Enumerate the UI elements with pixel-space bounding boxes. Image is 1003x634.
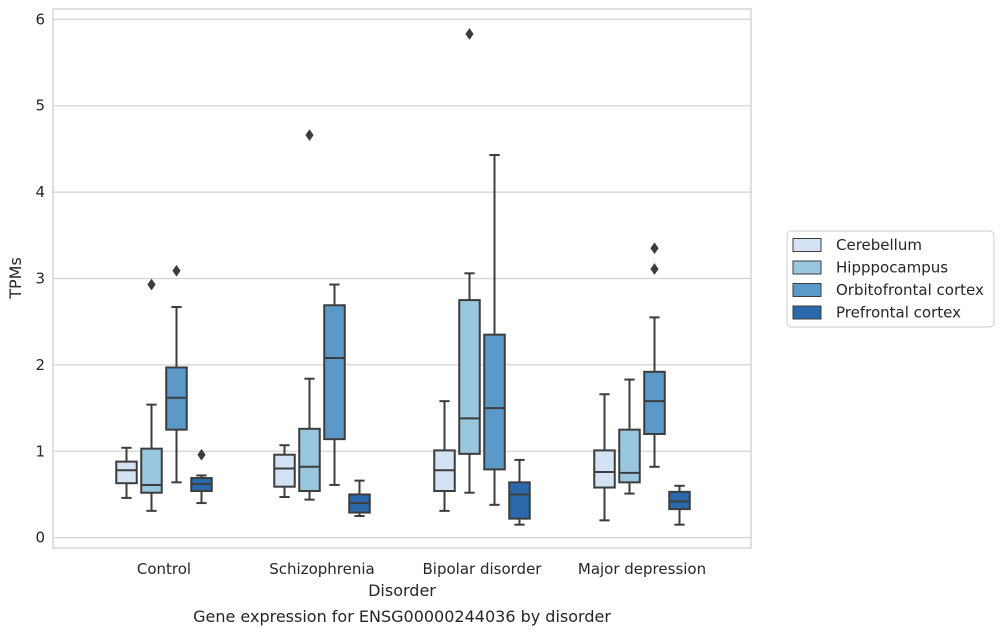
legend: Cerebellum Hipppocampus Orbitofrontal cort… (786, 230, 995, 328)
legend-swatch (792, 260, 822, 275)
x-tick-label: Major depression (578, 560, 706, 578)
box-orbitofrontal-cortex-0 (165, 264, 188, 484)
box-hipppocampus-1 (298, 129, 321, 501)
grid-lines (53, 18, 751, 539)
legend-swatch (792, 283, 822, 297)
legend-label: Prefrontal cortex (836, 304, 961, 322)
box-prefrontal-cortex-0 (190, 448, 213, 505)
outlier-point (147, 278, 156, 291)
legend-label: Hipppocampus (836, 259, 948, 277)
outlier-point (197, 448, 206, 461)
outlier-point (305, 129, 314, 141)
box-prefrontal-cortex-2 (508, 458, 531, 526)
chart-caption: Gene expression for ENSG00000244036 by d… (193, 607, 611, 626)
y-tick-label: 4 (35, 183, 45, 201)
box-iqr (140, 447, 163, 494)
box-orbitofrontal-cortex-2 (483, 153, 506, 506)
box-iqr (618, 428, 641, 484)
box-cerebellum-0 (115, 446, 138, 499)
x-tick-label: Schizophrenia (269, 560, 374, 578)
box-iqr (273, 453, 296, 488)
x-tick-label: Control (137, 560, 191, 578)
legend-swatch (792, 238, 822, 252)
box-prefrontal-cortex-1 (348, 479, 371, 518)
box-hipppocampus-2 (458, 28, 481, 494)
x-axis-label: Disorder (368, 581, 436, 600)
box-hipppocampus-0 (140, 278, 163, 512)
box-iqr (323, 304, 346, 441)
box-iqr (593, 449, 616, 489)
box-iqr (298, 427, 321, 492)
box-cerebellum-2 (433, 400, 456, 512)
legend-label: Cerebellum (836, 236, 922, 254)
legend-label: Orbitofrontal cortex (836, 281, 984, 299)
box-orbitofrontal-cortex-3 (643, 242, 666, 468)
y-tick-label: 3 (35, 270, 45, 288)
y-tick-label: 2 (35, 356, 45, 374)
box-cerebellum-3 (593, 393, 616, 522)
box-iqr (643, 370, 666, 435)
y-tick-label: 1 (35, 442, 45, 460)
y-tick-label: 6 (35, 10, 45, 28)
box-iqr (458, 299, 481, 455)
box-orbitofrontal-cortex-1 (323, 283, 346, 486)
box-iqr (115, 460, 138, 485)
plot-area-frame (52, 8, 752, 549)
y-tick-label: 5 (35, 97, 45, 115)
outlier-point (650, 242, 659, 255)
box-cerebellum-1 (273, 444, 296, 499)
outlier-point (465, 28, 474, 40)
outlier-point (650, 263, 659, 275)
box-marks (115, 28, 691, 526)
legend-frame (786, 230, 995, 328)
box-iqr (508, 481, 531, 520)
box-hipppocampus-3 (618, 378, 641, 495)
box-iqr (483, 333, 506, 471)
legend-swatch (792, 305, 822, 320)
outlier-point (172, 264, 181, 277)
y-tick-label: 0 (35, 529, 45, 547)
x-tick-label: Bipolar disorder (423, 560, 543, 578)
x-tick-labels: Control Schizophrenia Bipolar disorder Majo… (137, 560, 706, 578)
y-axis-label: TPMs (6, 257, 25, 300)
box-prefrontal-cortex-3 (668, 484, 691, 526)
y-tick-labels: 0 1 2 3 4 5 6 (35, 10, 45, 546)
